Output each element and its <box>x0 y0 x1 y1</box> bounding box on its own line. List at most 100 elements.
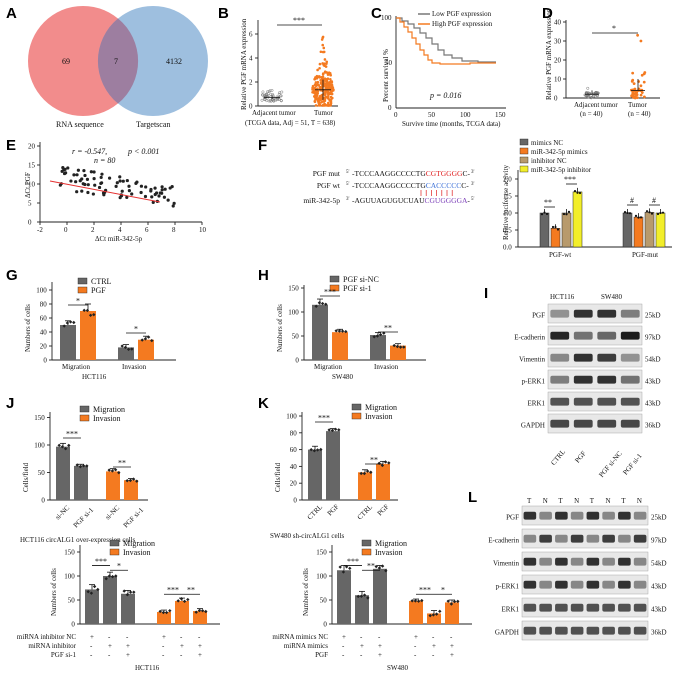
sig: *** <box>564 175 576 184</box>
dot-tumor <box>632 82 636 86</box>
condition-mark: + <box>180 642 184 650</box>
data-point <box>341 570 346 574</box>
ytick-label: 0.0 <box>503 244 512 252</box>
legend-swatch <box>519 138 529 146</box>
blot-strip <box>521 505 649 526</box>
dot-adjacent <box>586 95 590 99</box>
scatter-point <box>101 191 106 195</box>
condition-mark: - <box>360 651 363 659</box>
dot-tumor <box>321 104 324 107</box>
bar <box>572 191 583 248</box>
data-point <box>576 191 579 194</box>
condition-label: miRNA mimics <box>284 642 328 650</box>
dot-adjacent <box>586 86 590 90</box>
legend-label: Migration <box>365 403 397 412</box>
caption: SW480 sh-circALG1 cells <box>270 532 345 540</box>
ytick-label: 10 <box>28 181 36 189</box>
dot-tumor <box>633 90 637 93</box>
blot-band <box>620 309 640 318</box>
blot-band <box>618 534 631 543</box>
dot-tumor <box>331 86 335 89</box>
ytick-label: 100 <box>64 573 75 581</box>
sequence-alignment: PGF mut 5' -TCCCAAGGCCCCTGCGTGGGGC- 3' P… <box>303 169 474 205</box>
sig: ** <box>370 456 378 465</box>
sig: ** <box>118 459 126 468</box>
bar <box>103 576 117 624</box>
ytick-label: 2 <box>249 79 253 87</box>
blot-band <box>550 397 570 406</box>
dot-tumor <box>329 95 333 99</box>
dot-adjacent <box>277 92 281 96</box>
panel-label-g: G <box>6 267 18 284</box>
protein-label: Vimentin <box>493 559 520 567</box>
size-label: 43kD <box>651 582 667 590</box>
data-point <box>126 347 131 352</box>
lane-label: PGF si-NC <box>597 450 623 479</box>
bar <box>622 212 633 248</box>
ytick-label: 50 <box>320 597 328 605</box>
seq-mut-5p: 5' <box>346 170 350 175</box>
sig: ** <box>367 562 375 571</box>
data-point <box>128 478 133 483</box>
data-point <box>168 609 172 613</box>
dot-tumor <box>318 95 322 99</box>
x-label: si-NC <box>54 504 72 522</box>
xtick-label: 2 <box>91 226 95 234</box>
blot-band <box>633 511 647 520</box>
blot-band <box>539 626 552 635</box>
data-point <box>333 427 338 431</box>
scatter-point <box>120 189 124 193</box>
data-point <box>143 337 148 341</box>
x-label: PGF <box>376 503 391 518</box>
condition-mark: - <box>378 633 381 641</box>
seq-mir: -AGUUAGUGUCUAUCGUGGGGA- <box>352 196 470 205</box>
scatter-point <box>160 185 164 189</box>
dot-adjacent <box>270 89 274 92</box>
bar <box>308 449 322 500</box>
chart-rescue-hct116: 0 50 100 150 Numbers of cells MigrationInvasi… <box>17 539 220 672</box>
dot-tumor <box>630 94 633 98</box>
dot-tumor <box>328 99 332 102</box>
data-point <box>320 301 325 306</box>
ytick-label: 15 <box>28 162 36 170</box>
condition-mark: + <box>414 633 418 641</box>
bar <box>561 212 572 248</box>
ytick-label: 20 <box>290 480 298 488</box>
data-point <box>122 589 126 593</box>
cell-line-label: SW480 <box>601 293 623 301</box>
dot-adjacent <box>592 94 596 98</box>
scatter-point <box>151 200 155 204</box>
condition-mark: - <box>180 633 183 641</box>
dot-adjacent <box>278 91 282 95</box>
condition-mark: + <box>432 642 436 650</box>
x-label: PGF si-1 <box>72 506 96 530</box>
legend-swatch <box>79 405 90 413</box>
data-point <box>449 602 454 606</box>
dot-tumor <box>326 101 330 105</box>
lane-label: N <box>637 497 642 505</box>
legend-swatch <box>77 277 88 285</box>
condition-mark: - <box>162 651 165 659</box>
data-point <box>197 608 202 613</box>
sig: # <box>630 196 634 205</box>
chart-c-ytick-100: 100 <box>381 14 392 22</box>
blot-band <box>602 580 615 589</box>
ytick-label: 0.5 <box>503 227 512 235</box>
protein-label: GAPDH <box>521 421 545 429</box>
panel-label-b: B <box>218 5 229 22</box>
data-point <box>131 477 136 481</box>
scatter-point <box>91 192 95 196</box>
data-point <box>72 320 76 325</box>
bar <box>445 602 459 624</box>
western-blot-l: PGF 25kD E-cadherin 97kD Vimentin 54kD p-ERK1 4… <box>488 497 667 641</box>
blot-band <box>633 534 647 543</box>
blot-strip <box>521 597 649 618</box>
scatter-point <box>64 171 68 175</box>
bar <box>85 589 99 624</box>
blot-band <box>573 397 593 406</box>
data-point <box>650 212 654 215</box>
scatter-point <box>118 196 122 200</box>
caption: SW480 <box>332 373 354 381</box>
survival-curve-high <box>396 17 496 65</box>
blot-strip <box>547 303 643 324</box>
